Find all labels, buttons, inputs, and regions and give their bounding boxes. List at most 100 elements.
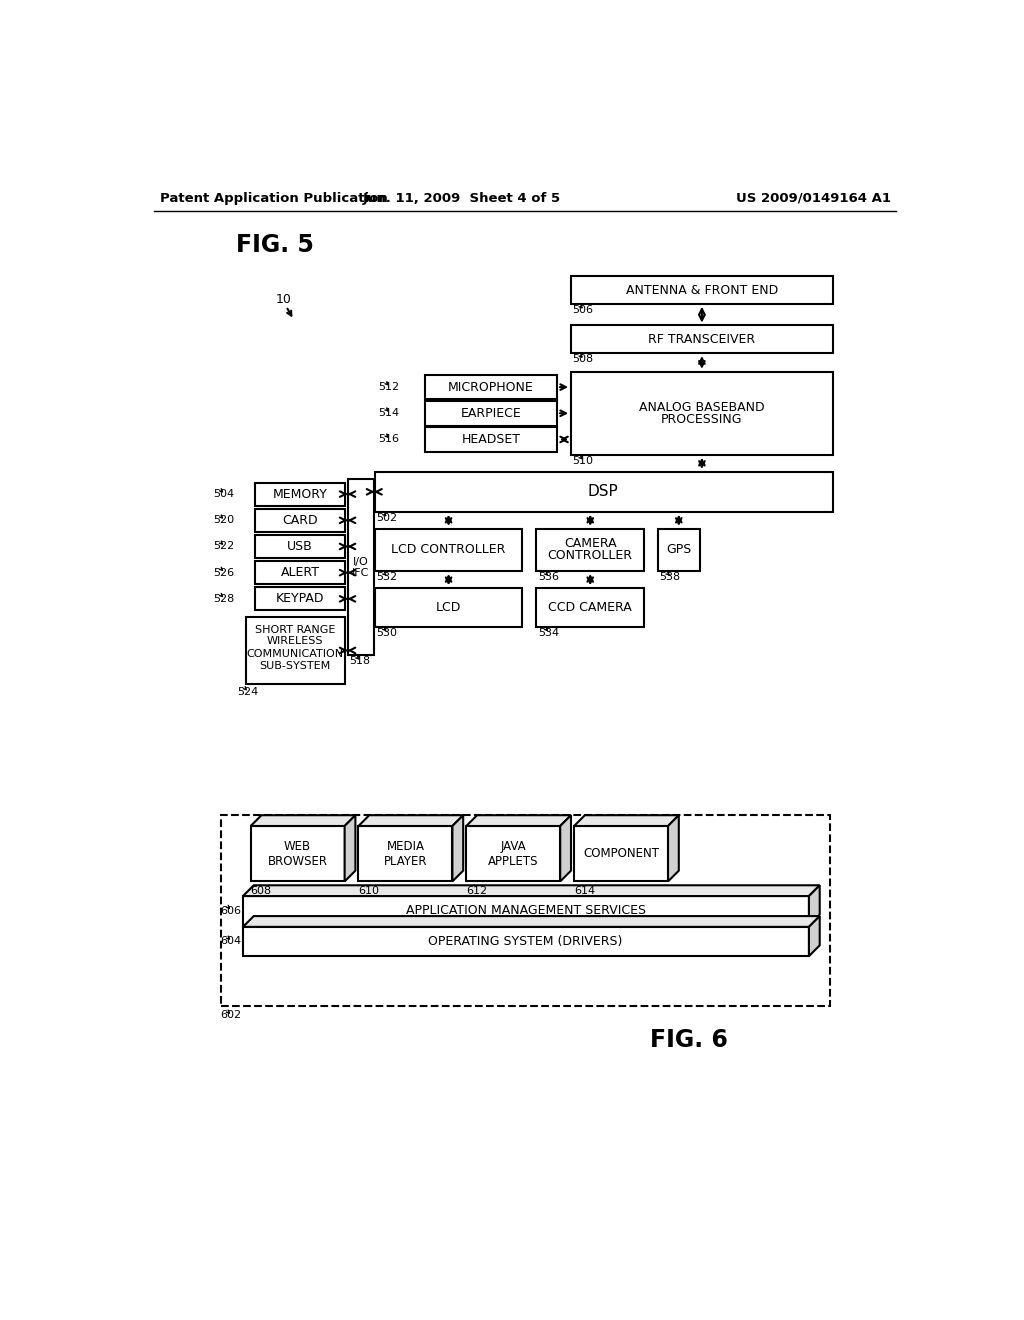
Text: 606: 606 — [220, 906, 241, 916]
Text: ANALOG BASEBAND: ANALOG BASEBAND — [639, 400, 765, 413]
Bar — [658, 529, 700, 572]
Text: 522: 522 — [213, 541, 234, 552]
Text: 614: 614 — [574, 886, 595, 896]
Text: 506: 506 — [572, 305, 594, 315]
Text: IFC: IFC — [352, 568, 370, 578]
Bar — [255, 535, 345, 558]
Text: MEMORY: MEMORY — [272, 487, 328, 500]
Polygon shape — [345, 816, 355, 882]
Text: CCD CAMERA: CCD CAMERA — [549, 601, 632, 614]
Text: 610: 610 — [358, 886, 380, 896]
Text: FIG. 6: FIG. 6 — [650, 1028, 728, 1052]
Text: 516: 516 — [379, 434, 399, 445]
Bar — [574, 826, 668, 882]
Bar — [537, 589, 644, 627]
Text: COMMUNICATION: COMMUNICATION — [247, 648, 344, 659]
Text: JAVA
APPLETS: JAVA APPLETS — [488, 840, 539, 867]
Polygon shape — [466, 816, 571, 826]
Text: WEB
BROWSER: WEB BROWSER — [267, 840, 328, 867]
Text: KEYPAD: KEYPAD — [275, 593, 325, 606]
Text: MICROPHONE: MICROPHONE — [449, 380, 534, 393]
Bar — [466, 826, 560, 882]
Bar — [246, 616, 345, 684]
Bar — [255, 561, 345, 585]
Text: 514: 514 — [379, 408, 399, 418]
Bar — [571, 326, 833, 354]
Text: MEDIA
PLAYER: MEDIA PLAYER — [384, 840, 427, 867]
Text: 538: 538 — [659, 573, 681, 582]
Bar — [571, 372, 833, 455]
Text: 536: 536 — [538, 573, 559, 582]
Text: SHORT RANGE: SHORT RANGE — [255, 626, 336, 635]
Text: I/O: I/O — [353, 557, 369, 566]
Text: 526: 526 — [213, 568, 234, 578]
Bar — [358, 826, 453, 882]
Text: 504: 504 — [213, 490, 234, 499]
Text: APPLICATION MANAGEMENT SERVICES: APPLICATION MANAGEMENT SERVICES — [406, 904, 645, 917]
Text: CAMERA: CAMERA — [564, 537, 616, 550]
Polygon shape — [809, 916, 819, 956]
Text: ANTENNA & FRONT END: ANTENNA & FRONT END — [626, 284, 778, 297]
Text: 530: 530 — [376, 628, 397, 638]
Bar — [425, 401, 557, 425]
Text: USB: USB — [287, 540, 313, 553]
Text: CARD: CARD — [283, 513, 317, 527]
Text: 608: 608 — [251, 886, 271, 896]
Bar — [221, 816, 829, 1006]
Text: WIRELESS: WIRELESS — [267, 636, 324, 647]
Text: 508: 508 — [572, 354, 594, 364]
Text: 534: 534 — [538, 628, 559, 638]
Bar — [537, 529, 644, 572]
Text: EARPIECE: EARPIECE — [461, 407, 521, 420]
Text: 532: 532 — [376, 573, 397, 582]
Text: 10: 10 — [275, 293, 291, 306]
Bar — [425, 375, 557, 400]
Polygon shape — [251, 816, 355, 826]
Bar — [251, 826, 345, 882]
Text: 502: 502 — [376, 513, 397, 523]
Bar — [243, 896, 809, 925]
Text: SUB-SYSTEM: SUB-SYSTEM — [260, 661, 331, 671]
Text: 602: 602 — [220, 1010, 241, 1020]
Text: ALERT: ALERT — [281, 566, 319, 579]
Text: FIG. 5: FIG. 5 — [237, 232, 314, 256]
Polygon shape — [574, 816, 679, 826]
Polygon shape — [560, 816, 571, 882]
Polygon shape — [358, 816, 463, 826]
Text: 518: 518 — [349, 656, 371, 667]
Text: CONTROLLER: CONTROLLER — [548, 549, 633, 562]
Text: LCD: LCD — [436, 601, 461, 614]
Text: PROCESSING: PROCESSING — [662, 413, 742, 426]
Text: US 2009/0149164 A1: US 2009/0149164 A1 — [736, 191, 891, 205]
Text: Patent Application Publication: Patent Application Publication — [160, 191, 387, 205]
Text: COMPONENT: COMPONENT — [583, 847, 659, 861]
Text: RF TRANSCEIVER: RF TRANSCEIVER — [648, 333, 756, 346]
Polygon shape — [668, 816, 679, 882]
Text: 524: 524 — [237, 686, 258, 697]
Text: 510: 510 — [572, 455, 594, 466]
Bar — [375, 589, 522, 627]
Bar — [255, 508, 345, 532]
Bar — [348, 479, 374, 655]
Polygon shape — [809, 886, 819, 925]
Text: 520: 520 — [213, 515, 234, 525]
Text: 604: 604 — [220, 936, 241, 946]
Text: HEADSET: HEADSET — [462, 433, 520, 446]
Polygon shape — [453, 816, 463, 882]
Bar — [571, 276, 833, 304]
Text: 528: 528 — [213, 594, 234, 603]
Polygon shape — [243, 886, 819, 896]
Polygon shape — [243, 916, 819, 927]
Bar — [255, 483, 345, 506]
Text: GPS: GPS — [667, 543, 691, 556]
Text: OPERATING SYSTEM (DRIVERS): OPERATING SYSTEM (DRIVERS) — [428, 935, 623, 948]
Bar — [375, 471, 833, 512]
Bar — [425, 428, 557, 451]
Text: 612: 612 — [466, 886, 487, 896]
Text: DSP: DSP — [588, 484, 618, 499]
Bar — [243, 927, 809, 956]
Text: Jun. 11, 2009  Sheet 4 of 5: Jun. 11, 2009 Sheet 4 of 5 — [362, 191, 561, 205]
Bar — [375, 529, 522, 572]
Bar — [255, 587, 345, 610]
Text: LCD CONTROLLER: LCD CONTROLLER — [391, 543, 506, 556]
